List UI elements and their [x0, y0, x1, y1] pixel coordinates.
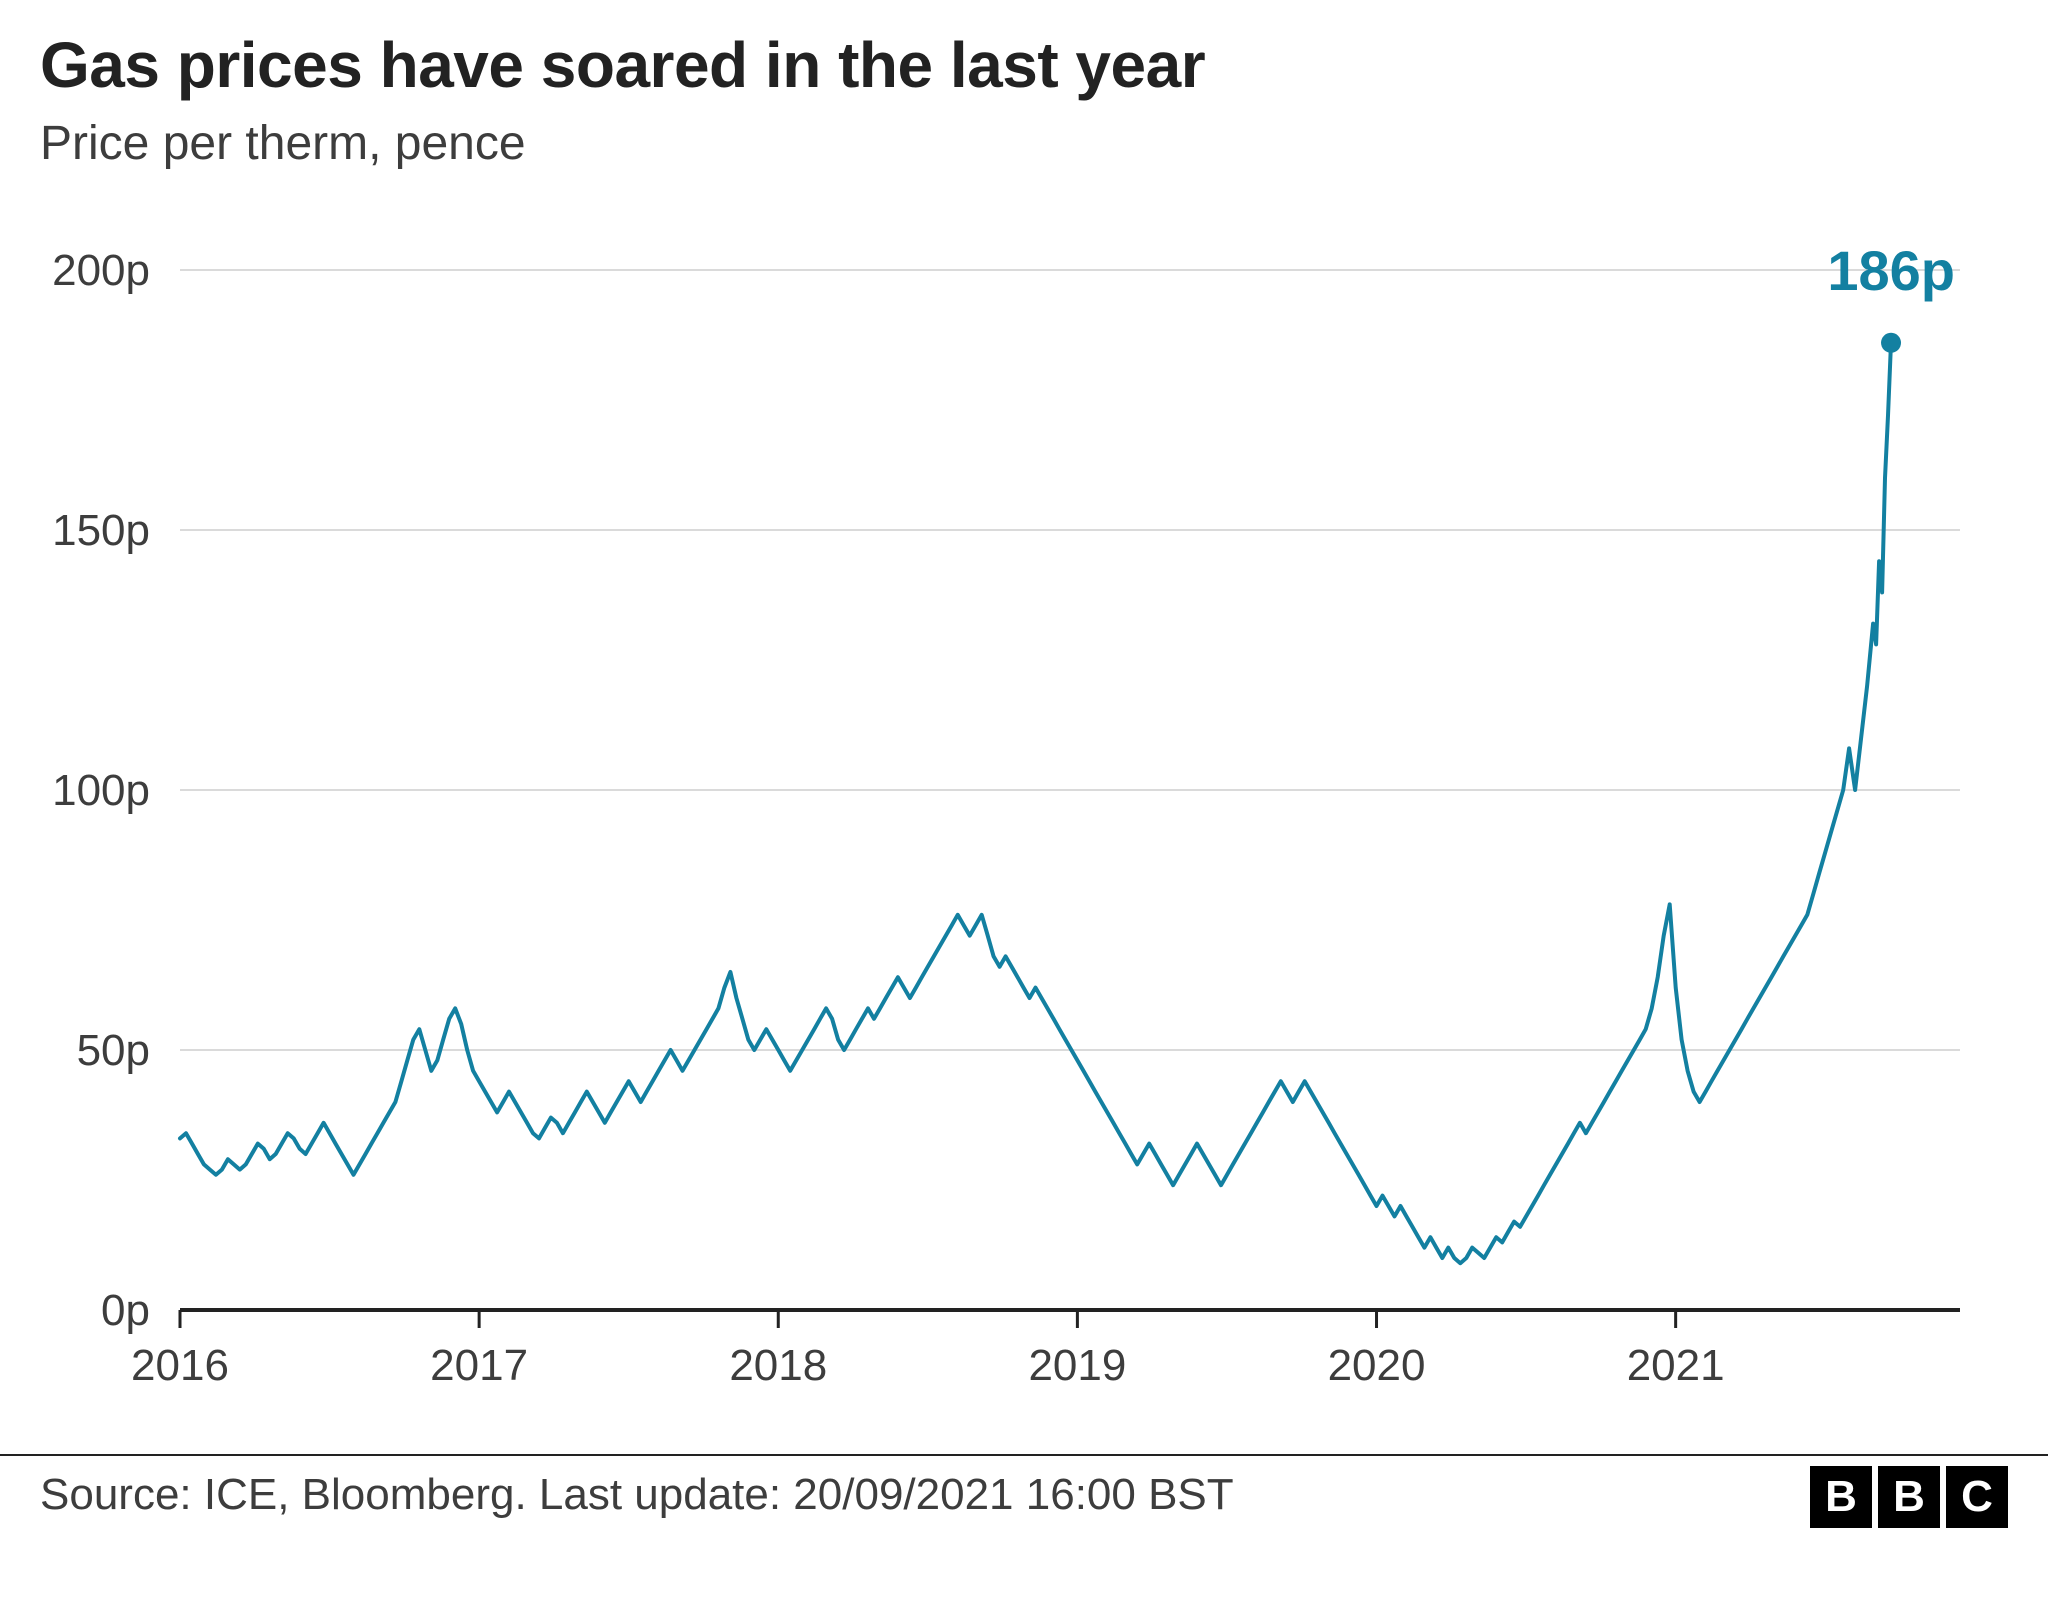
bbc-logo-block: C [1946, 1466, 2008, 1528]
chart-svg: 0p 50p 100p 150p 200p 2016 2017 2018 2019 2020 202… [0, 210, 2048, 1440]
end-marker [1881, 333, 1901, 353]
y-tick-label: 0p [101, 1286, 150, 1335]
x-tick-label: 2019 [1028, 1341, 1126, 1390]
bbc-logo: B B C [1810, 1466, 2008, 1528]
x-tick-label: 2016 [131, 1341, 229, 1390]
x-tick-label: 2017 [430, 1341, 528, 1390]
chart-subtitle: Price per therm, pence [40, 116, 526, 171]
x-tick-label: 2021 [1627, 1341, 1725, 1390]
bbc-logo-block: B [1810, 1466, 1872, 1528]
x-tick-label: 2018 [729, 1341, 827, 1390]
chart-title: Gas prices have soared in the last year [40, 28, 1205, 102]
footer-divider [0, 1454, 2048, 1456]
bbc-logo-block: B [1878, 1466, 1940, 1528]
footer-source-text: Source: ICE, Bloomberg. Last update: 20/… [40, 1470, 1234, 1520]
y-tick-label: 50p [77, 1026, 150, 1075]
x-tick-label: 2020 [1328, 1341, 1426, 1390]
y-tick-label: 100p [52, 766, 150, 815]
chart-plot-area: 0p 50p 100p 150p 200p 2016 2017 2018 2019 2020 202… [0, 210, 2048, 1440]
chart-container: Gas prices have soared in the last year … [0, 0, 2048, 1600]
price-line [180, 343, 1891, 1263]
y-tick-label: 200p [52, 246, 150, 295]
callout-label: 186p [1827, 239, 1955, 302]
y-tick-label: 150p [52, 506, 150, 555]
